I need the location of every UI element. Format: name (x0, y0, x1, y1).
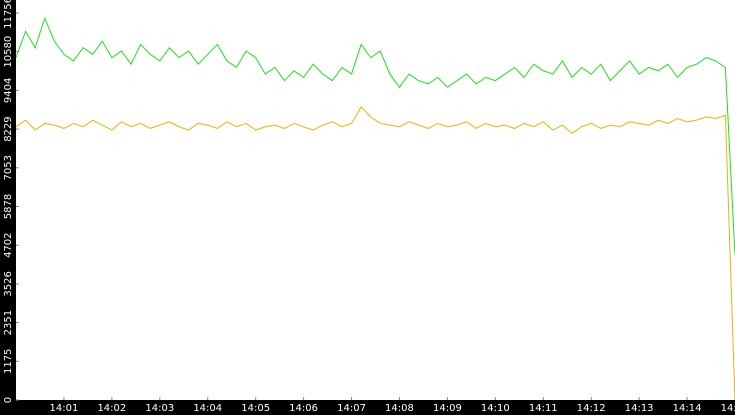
x-tick-label: 14:14 (673, 403, 702, 414)
y-tick-label: 5878 (3, 194, 14, 219)
x-tick-label: 14:13 (625, 403, 654, 414)
lines (16, 16, 735, 400)
x-tick-label: 14:12 (577, 403, 606, 414)
y-tick-label: 2351 (3, 310, 14, 335)
y-tick-label: 8229 (3, 116, 14, 141)
y-tick-label: 10580 (3, 36, 14, 68)
series-line (16, 106, 735, 400)
x-tick-label: 14:08 (385, 403, 414, 414)
y-tick-label: 7053 (3, 155, 14, 180)
y-tick-label: 3526 (3, 271, 14, 296)
x-tick-label: 14:04 (193, 403, 222, 414)
x-tick-label: 14:10 (481, 403, 510, 414)
y-tick-label: 11756 (3, 0, 14, 29)
y-tick-label: 0 (3, 397, 14, 403)
y-tick-label: 4702 (3, 232, 14, 257)
y-tick-label: 9404 (3, 78, 14, 103)
y-tick-label: 1175 (3, 349, 14, 374)
x-tick-label: 14:01 (50, 403, 79, 414)
x-tick-label: 14:05 (241, 403, 270, 414)
x-tick-label: 14:06 (289, 403, 318, 414)
x-tick-label: 14:02 (97, 403, 126, 414)
x-tick-label: 14:15 (721, 403, 735, 414)
x-tick-label: 14:09 (433, 403, 462, 414)
series-line (16, 16, 735, 256)
x-tick-label: 14:03 (145, 403, 174, 414)
x-tick-label: 14:11 (529, 403, 558, 414)
plot-area (16, 0, 735, 400)
x-tick-label: 14:07 (337, 403, 366, 414)
